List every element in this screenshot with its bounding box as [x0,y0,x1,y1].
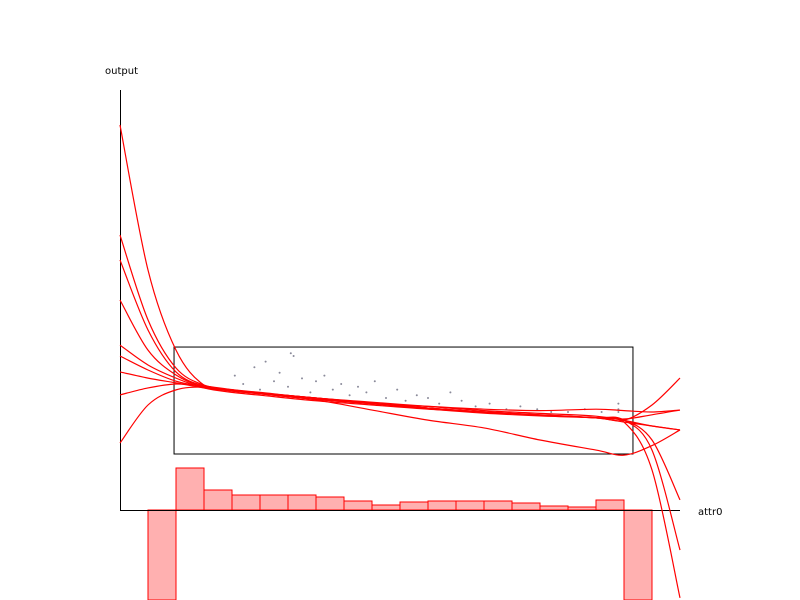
scatter-point [404,399,407,402]
x-axis-label: attr0 [698,507,722,518]
histogram-bar [147,509,177,600]
histogram-bar [539,505,569,511]
histogram-bar [595,499,625,511]
histogram-bar [259,494,289,511]
scatter-point [365,391,368,394]
scatter-point [373,380,376,383]
histogram-bar [623,509,653,600]
scatter-point [474,405,477,408]
histogram-bar [343,500,373,511]
histogram-bar [567,506,597,511]
scatter-point [617,402,620,405]
scatter-point [567,411,569,413]
scatter-point [460,399,463,402]
scatter-point [287,385,289,388]
scatter-point [427,397,429,399]
scatter-point [449,391,452,394]
scatter-point [264,360,267,363]
curve [119,383,681,431]
scatter-point [331,388,334,391]
scatter-point [301,377,303,380]
histogram-bar [511,502,541,511]
scatter-point [253,366,256,369]
scatter-point [415,394,418,397]
histogram-bar [483,500,513,511]
scatter-point [550,411,553,413]
scatter-point [600,411,603,413]
scatter-point [309,391,312,394]
curve [119,386,681,456]
curve [119,299,681,431]
curve [119,124,681,599]
curve [119,371,681,420]
scatter-point [233,374,236,377]
histogram-bar [427,500,457,511]
histogram-bar [175,467,205,511]
curve [119,344,681,422]
histogram-bar [455,500,485,511]
scatter-point [348,394,351,397]
scatter-point [357,385,359,388]
scatter-point [292,355,295,357]
scatter-point [273,380,275,383]
histogram-bar [315,496,345,511]
scatter-point [242,383,245,385]
y-axis-label: output [105,66,138,77]
scatter-point [323,374,326,377]
scatter-point [536,408,539,411]
scatter-point [488,402,491,405]
scatter-point [278,371,281,374]
histogram-bar [203,489,233,511]
curve [119,355,681,413]
histogram-bar [231,494,261,511]
scatter-point [385,397,387,399]
scatter-point [315,380,317,383]
scatter-point [259,388,261,391]
curve [119,259,681,501]
scatter-point [617,411,620,413]
scatter-point [289,352,292,355]
scatter-point [438,402,441,405]
scatter-point [340,383,343,385]
histogram-bar [287,494,317,511]
scatter-point [396,388,399,391]
data-range-box [173,346,634,455]
histogram-bar [371,504,401,511]
histogram-bar [399,501,429,511]
scatter-point [519,405,522,408]
